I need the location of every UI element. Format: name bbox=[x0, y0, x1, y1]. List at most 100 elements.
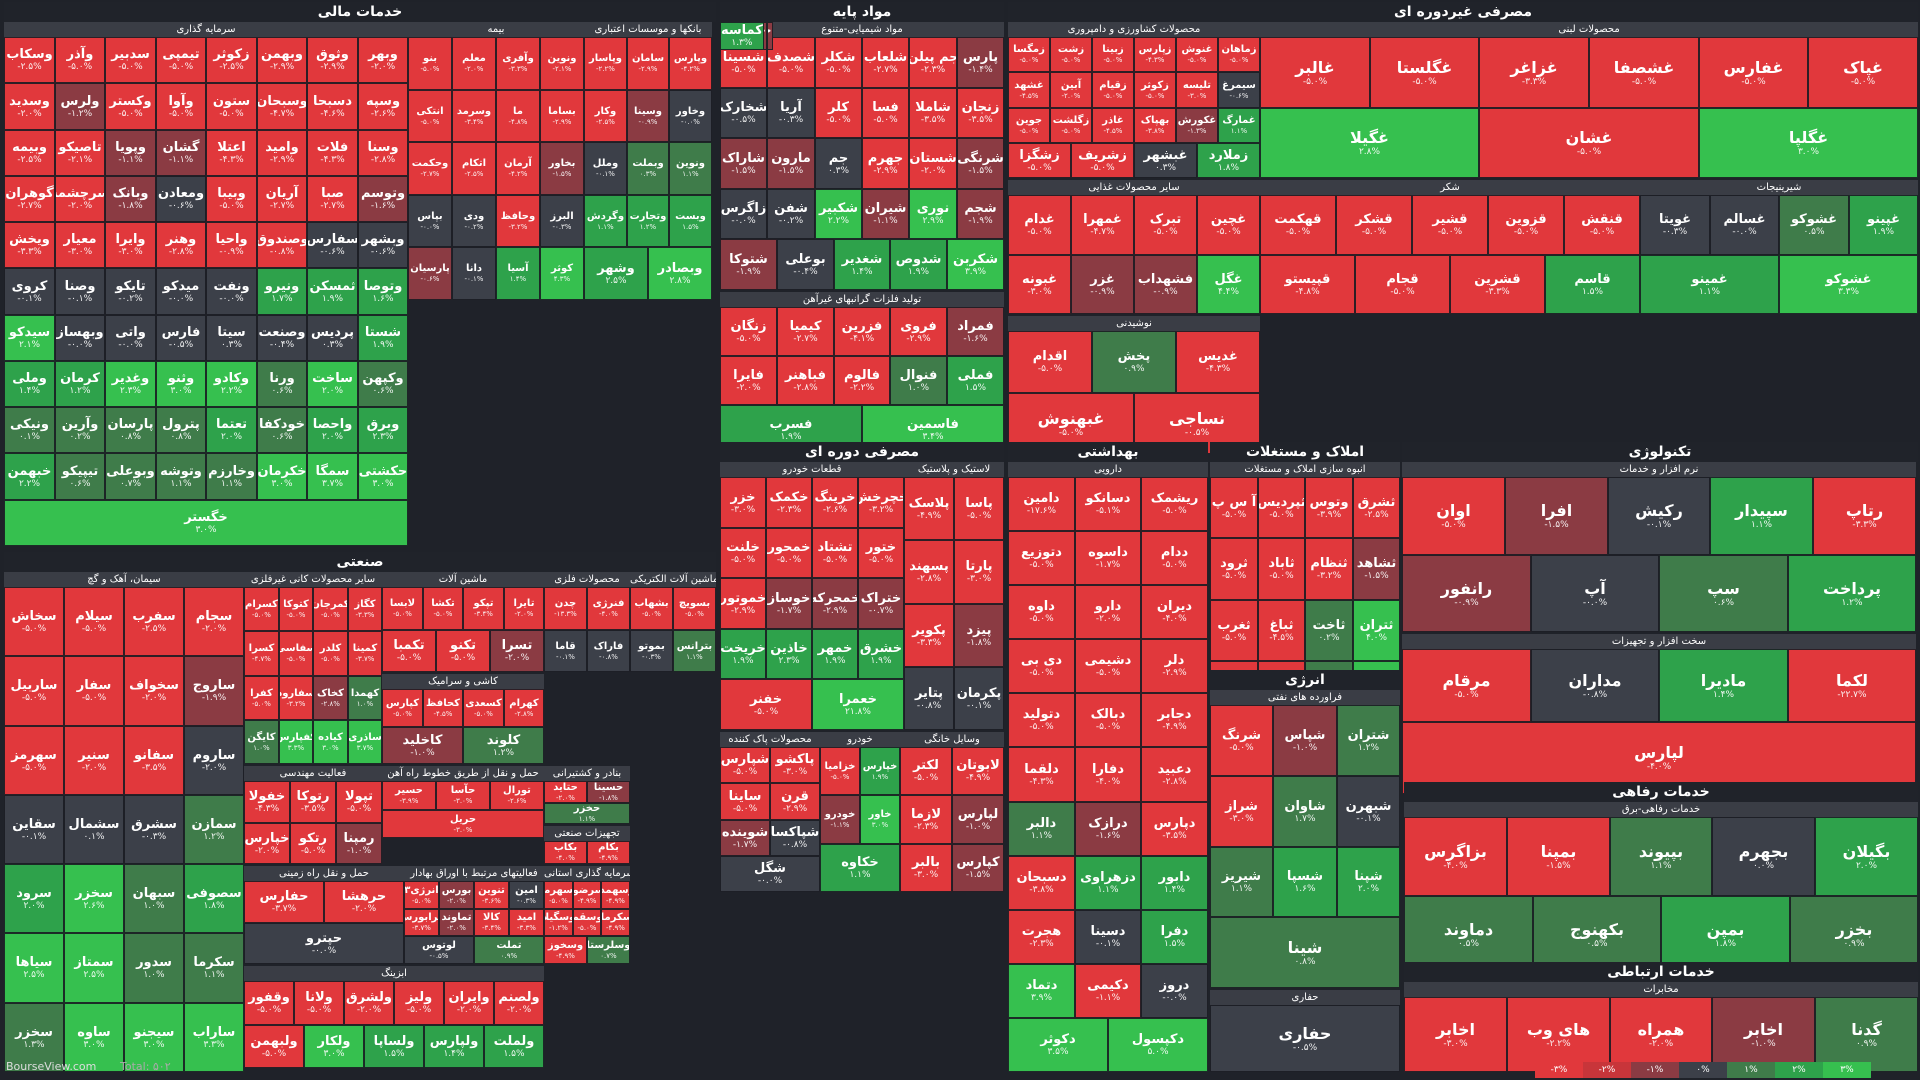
stock-tile[interactable]: وپویا -۱.۱% bbox=[105, 130, 156, 176]
stock-tile[interactable]: قزوین -۵.۰% bbox=[1488, 195, 1564, 255]
stock-tile[interactable]: غفارس -۵.۰% bbox=[1699, 37, 1808, 108]
stock-tile[interactable]: زپارس -۴.۳% bbox=[1134, 37, 1176, 72]
stock-tile[interactable]: پاسا -۵.۰% bbox=[954, 477, 1004, 540]
stock-tile[interactable]: ولپارس ۱.۴% bbox=[424, 1025, 484, 1068]
stock-tile[interactable]: غگیلا ۲.۸% bbox=[1260, 108, 1479, 178]
stock-tile[interactable]: وسرضوی-۴.۹% bbox=[573, 881, 601, 909]
stock-tile[interactable]: دسینا -۰.۱% bbox=[1075, 910, 1141, 964]
stock-tile[interactable]: خودکفا ۰.۶% bbox=[257, 407, 307, 453]
stock-tile[interactable]: ثرود -۵.۰% bbox=[1210, 538, 1258, 600]
stock-tile[interactable]: کیاده ۳.۰% bbox=[313, 720, 348, 764]
stock-tile[interactable]: سجام -۲.۰% bbox=[184, 587, 244, 656]
stock-tile[interactable]: خفولا -۴.۳% bbox=[244, 781, 290, 823]
stock-tile[interactable]: فشهداب -۰.۹% bbox=[1134, 255, 1197, 314]
stock-tile[interactable]: وسپه -۲.۶% bbox=[358, 83, 408, 130]
stock-tile[interactable]: کوثر ۴.۳% bbox=[540, 247, 584, 300]
footer-brand[interactable]: BourseView.com bbox=[6, 1060, 97, 1073]
stock-tile[interactable]: پلاسک -۴.۹% bbox=[904, 477, 954, 540]
stock-tile[interactable]: وبوعلی ۰.۷% bbox=[105, 453, 156, 500]
stock-tile[interactable]: زشت -۵.۰% bbox=[1050, 37, 1092, 72]
stock-tile[interactable]: غزر -۰.۹% bbox=[1071, 255, 1134, 314]
stock-tile[interactable]: بگیلان ۲.۰% bbox=[1815, 817, 1918, 896]
stock-tile[interactable]: چدن -۱۳.۳% bbox=[544, 587, 587, 630]
stock-tile[interactable]: تعتما ۲.۰% bbox=[206, 407, 257, 453]
stock-tile[interactable]: خوساز -۱.۷% bbox=[766, 578, 812, 629]
stock-tile[interactable]: وملل -۰.۱% bbox=[584, 142, 627, 195]
stock-tile[interactable]: وخاور -۰.۰% bbox=[669, 90, 712, 142]
stock-tile[interactable]: پردیس ۰.۳% bbox=[307, 315, 358, 361]
stock-tile[interactable]: سپیدار ۱.۱% bbox=[1710, 477, 1813, 555]
stock-tile[interactable]: دلر -۲.۹% bbox=[1141, 639, 1208, 693]
stock-tile[interactable]: زاگرس -۰.۰% bbox=[720, 189, 767, 239]
stock-tile[interactable]: شدوص ۱.۹% bbox=[890, 239, 947, 290]
stock-tile[interactable]: شرنگ -۵.۰% bbox=[1210, 705, 1273, 776]
stock-tile[interactable]: قرن -۲.۹% bbox=[770, 783, 820, 820]
stock-tile[interactable]: فملی ۱.۵% bbox=[947, 356, 1004, 405]
stock-tile[interactable]: فنرژی -۴.۰% bbox=[587, 587, 630, 630]
stock-tile[interactable]: گشان -۱.۱% bbox=[156, 130, 206, 176]
stock-tile[interactable]: ولشرق -۲.۰% bbox=[344, 981, 394, 1025]
stock-tile[interactable]: ولساپا ۱.۵% bbox=[364, 1025, 424, 1068]
stock-tile[interactable]: وسلرستا ۰.۷% bbox=[587, 936, 630, 964]
stock-tile[interactable]: حخزر ۱.۱% bbox=[544, 803, 630, 824]
stock-tile[interactable]: سیاها ۲.۵% bbox=[4, 933, 64, 1003]
stock-tile[interactable]: لازما -۲.۳% bbox=[900, 795, 952, 844]
stock-tile[interactable]: غشصفا -۵.۰% bbox=[1589, 37, 1699, 108]
stock-tile[interactable]: شکلر -۵.۰% bbox=[815, 37, 862, 88]
stock-tile[interactable]: زمگسا -۵.۰% bbox=[1008, 37, 1050, 72]
stock-tile[interactable]: ماديرا ۱.۴% bbox=[1659, 649, 1788, 722]
stock-tile[interactable]: دلقما -۴.۳% bbox=[1008, 747, 1075, 802]
stock-tile[interactable]: خکمک -۲.۳% bbox=[766, 477, 812, 528]
stock-tile[interactable]: خکرمان ۳.۰% bbox=[257, 453, 307, 500]
stock-tile[interactable]: حفاری -۰.۵% bbox=[1210, 1005, 1400, 1072]
stock-tile[interactable]: قجام -۵.۰% bbox=[1355, 255, 1450, 314]
stock-tile[interactable]: سیلام -۵.۰% bbox=[64, 587, 124, 656]
stock-tile[interactable]: خزر -۳.۰% bbox=[720, 477, 766, 528]
stock-tile[interactable]: شوینده -۱.۷% bbox=[720, 820, 770, 856]
stock-tile[interactable]: وسکاب -۲.۵% bbox=[4, 37, 55, 83]
stock-tile[interactable]: سخزر ۱.۳% bbox=[4, 1003, 64, 1072]
stock-tile[interactable]: ودی -۰.۲% bbox=[452, 195, 496, 247]
stock-tile[interactable]: وسینا -۰.۹% bbox=[627, 90, 669, 142]
stock-tile[interactable]: شتران ۱.۲% bbox=[1337, 705, 1400, 776]
stock-tile[interactable]: ونیکی ۰.۱% bbox=[4, 407, 55, 453]
stock-tile[interactable]: پارتا -۳.۰% bbox=[954, 540, 1004, 604]
stock-tile[interactable]: قهکمت -۵.۰% bbox=[1260, 195, 1336, 255]
stock-tile[interactable]: وصندوق -۰.۸% bbox=[257, 222, 307, 268]
stock-tile[interactable]: وبست ۱.۵% bbox=[669, 195, 712, 247]
stock-tile[interactable]: رانفور -۰.۹% bbox=[1402, 555, 1531, 632]
stock-tile[interactable]: فرابورس-۳.۷% bbox=[404, 909, 439, 936]
stock-tile[interactable]: کلر -۵.۰% bbox=[815, 88, 862, 138]
stock-tile[interactable]: ثاباد -۵.۰% bbox=[1258, 538, 1305, 600]
stock-tile[interactable]: خموتور -۲.۹% bbox=[720, 578, 766, 629]
stock-tile[interactable]: امید -۳.۳% bbox=[509, 909, 544, 936]
stock-tile[interactable]: کخاک -۲.۸% bbox=[313, 676, 348, 720]
stock-tile[interactable]: حسینا -۱.۸% bbox=[587, 781, 630, 803]
stock-tile[interactable]: وایران -۲.۰% bbox=[444, 981, 494, 1025]
stock-tile[interactable]: وغدیر ۲.۳% bbox=[105, 361, 156, 407]
stock-tile[interactable]: دالبر ۱.۱% bbox=[1008, 802, 1075, 856]
stock-tile[interactable]: وسهمدا-۴.۹% bbox=[601, 881, 630, 909]
stock-tile[interactable]: بشهاب -۵.۰% bbox=[630, 587, 673, 630]
stock-tile[interactable]: کرمان ۱.۲% bbox=[55, 361, 105, 407]
stock-tile[interactable]: کحافظ -۴.۵% bbox=[423, 689, 463, 727]
stock-tile[interactable]: فنوال ۱.۰% bbox=[890, 356, 947, 405]
stock-tile[interactable]: غشان -۵.۰% bbox=[1479, 108, 1699, 178]
stock-tile[interactable]: سامان -۲.۹% bbox=[627, 37, 669, 90]
stock-tile[interactable]: وآرین ۰.۲% bbox=[55, 407, 105, 453]
stock-tile[interactable]: وسکرمان-۴.۹% bbox=[601, 909, 630, 936]
stock-tile[interactable]: واحیا -۰.۹% bbox=[206, 222, 257, 268]
stock-tile[interactable]: سخواف -۲.۰% bbox=[124, 656, 184, 726]
stock-tile[interactable]: غشوکو ۰.۵% bbox=[1779, 195, 1849, 255]
stock-tile[interactable]: کپارس -۱.۵% bbox=[952, 844, 1004, 892]
stock-tile[interactable]: صبا -۲.۷% bbox=[307, 176, 358, 222]
stock-tile[interactable]: گدنا ۰.۹% bbox=[1815, 997, 1918, 1072]
stock-tile[interactable]: وایرا -۳.۰% bbox=[105, 222, 156, 268]
stock-tile[interactable]: حپترو -۰.۰% bbox=[244, 923, 404, 964]
stock-tile[interactable]: ولانا -۵.۰% bbox=[294, 981, 344, 1025]
stock-tile[interactable]: سنیر -۲.۰% bbox=[64, 726, 124, 795]
stock-tile[interactable]: ساوه ۳.۰% bbox=[64, 1003, 124, 1072]
stock-tile[interactable]: وقفور -۵.۰% bbox=[244, 981, 294, 1025]
stock-tile[interactable]: فسا -۵.۰% bbox=[862, 88, 909, 138]
stock-tile[interactable]: رتکو -۵.۰% bbox=[290, 823, 336, 864]
